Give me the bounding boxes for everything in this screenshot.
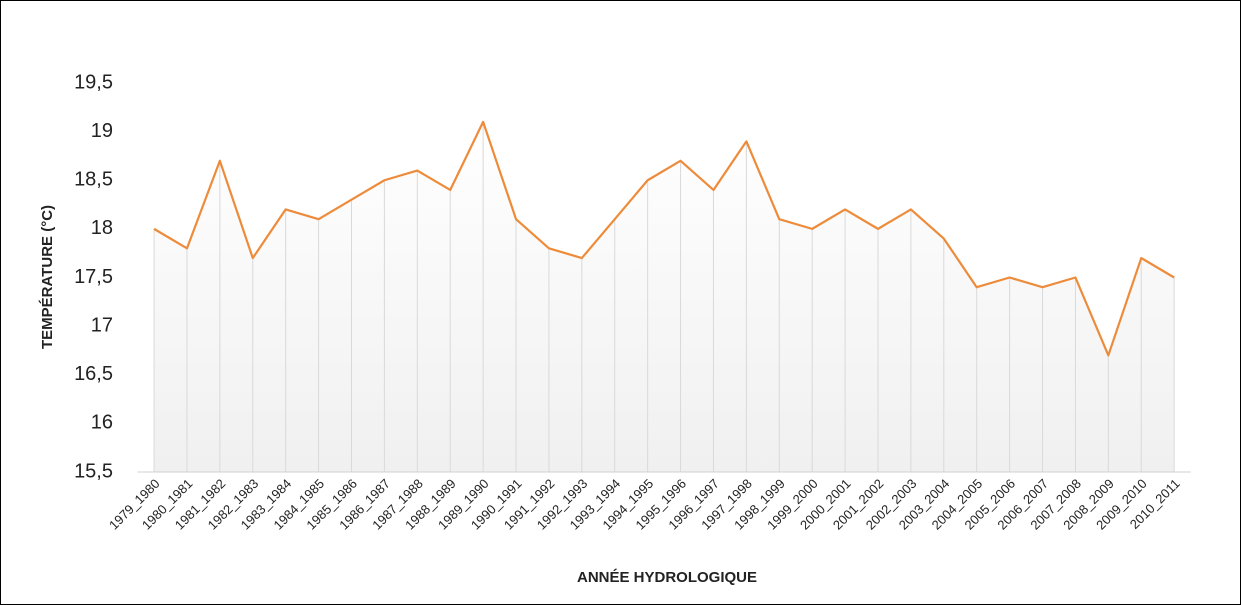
y-tick-label: 16 [91, 412, 113, 434]
y-axis-label: TEMPÉRATURE (°C) [39, 205, 56, 349]
y-tick-label: 17 [91, 314, 113, 336]
y-tick-label: 15,5 [74, 460, 113, 482]
line [153, 120, 1175, 357]
area [154, 121, 1175, 473]
y-tick-label: 19,5 [74, 71, 113, 93]
y-tick-label: 19 [91, 120, 113, 142]
y-tick-label: 16,5 [74, 363, 113, 385]
x-axis-label: ANNÉE HYDROLOGIQUE [577, 569, 757, 586]
y-tick-label: 17,5 [74, 266, 113, 288]
y-tick-label: 18,5 [74, 169, 113, 191]
y-tick-label: 18 [91, 217, 113, 239]
